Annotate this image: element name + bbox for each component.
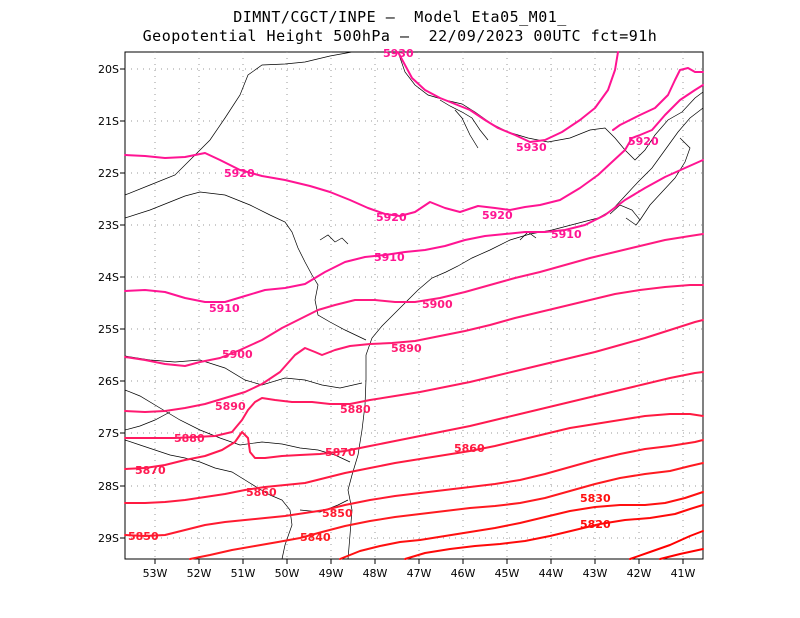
lon-label-50w: 50W [275,567,300,580]
coastline [347,107,704,560]
contour-5830 [339,491,704,560]
lat-label-28s: 28S [98,480,119,493]
lon-label-51w: 51W [231,567,256,580]
contour-label-17: 5860 [246,486,277,499]
contour-5920-main [124,84,704,217]
map-title-line2: Geopotential Height 500hPa – 22/09/2023 … [142,27,658,45]
contour-label-11: 5890 [215,400,246,413]
contour-label-9: 5900 [222,348,253,361]
contour-label-2: 5920 [224,167,255,180]
contour-label-10: 5900 [422,298,453,311]
lat-label-21s: 21S [98,115,119,128]
contour-label-6: 5910 [374,251,405,264]
contour-label-13: 5880 [174,432,205,445]
lon-label-53w: 53W [143,567,168,580]
lon-label-44w: 44W [539,567,564,580]
contour-label-16: 5870 [325,446,356,459]
lon-label-41w: 41W [671,567,696,580]
contour-5920-right [612,67,704,131]
contour-label-23: 5820 [580,518,611,531]
contour-label-8: 5910 [551,228,582,241]
contour-label-15: 5870 [135,464,166,477]
contour-label-1: 5930 [516,141,547,154]
contour-5820 [404,504,704,560]
lat-label-29s: 29S [98,532,119,545]
contour-labels: 5930 5930 5920 5920 5920 5920 5910 5910 … [128,47,659,544]
lat-label-27s: 27S [98,427,119,440]
contour-label-21: 5840 [300,531,331,544]
lon-label-46w: 46W [451,567,476,580]
contour-label-0: 5930 [383,47,414,60]
lon-label-48w: 48W [363,567,388,580]
contour-label-12: 5890 [391,342,422,355]
contour-label-22: 5830 [580,492,611,505]
contour-5900 [124,233,704,367]
lat-label-25s: 25S [98,323,119,336]
contour-5860 [124,413,704,504]
contour-label-14: 5880 [340,403,371,416]
contour-label-7: 5910 [209,302,240,315]
lon-label-43w: 43W [583,567,608,580]
map-frame [124,51,704,560]
contour-5910 [124,159,704,303]
contour-label-4: 5920 [482,209,513,222]
lat-label-22s: 22S [98,167,119,180]
contour-5880 [124,319,704,439]
contour-label-19: 5850 [128,530,159,543]
lat-label-20s: 20S [98,63,119,76]
contour-label-20: 5850 [322,507,353,520]
lat-label-23s: 23S [98,219,119,232]
lon-label-45w: 45W [495,567,520,580]
lat-label-24s: 24S [98,271,119,284]
contour-5850 [124,439,704,537]
contour-5800 [659,548,704,560]
lat-label-26s: 26S [98,375,119,388]
contour-label-3: 5920 [376,211,407,224]
height-contours [124,51,704,560]
lon-label-52w: 52W [187,567,212,580]
contour-label-5: 5920 [628,135,659,148]
contour-5890 [124,284,704,413]
map-title-line1: DIMNT/CGCT/INPE – Model Eta05_M01_ [233,8,567,26]
lon-label-47w: 47W [407,567,432,580]
lon-label-42w: 42W [627,567,652,580]
contour-label-18: 5860 [454,442,485,455]
contour-5870 [124,371,704,470]
contour-5810 [629,530,704,560]
lon-label-49w: 49W [319,567,344,580]
contour-5840 [189,462,704,560]
contour-5930-left [397,51,619,143]
